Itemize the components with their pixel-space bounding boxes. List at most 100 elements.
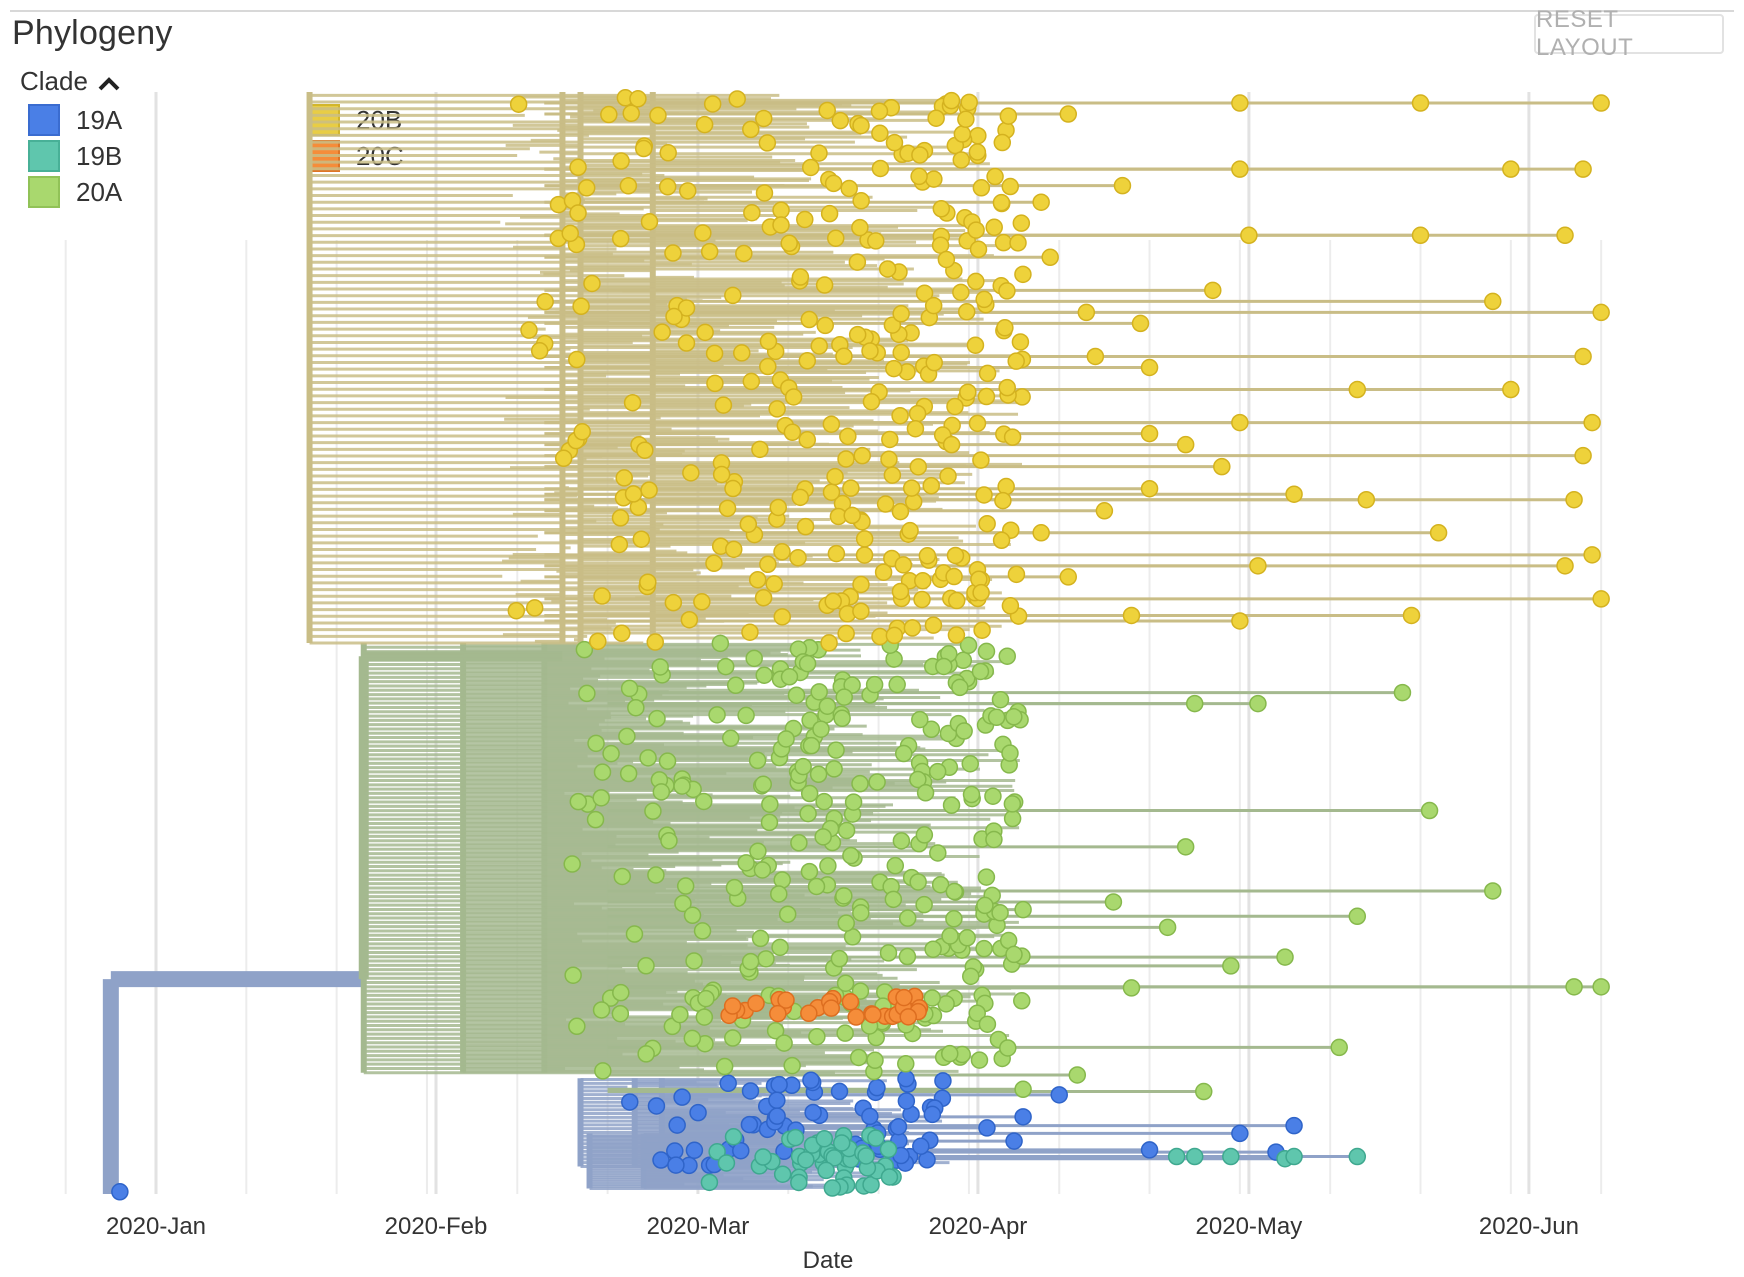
tip-19b <box>1348 1147 1367 1166</box>
legend-header[interactable]: Clade <box>20 66 120 97</box>
tip-20b <box>977 387 996 406</box>
tip-20a <box>971 662 990 681</box>
tip-20b <box>1402 606 1421 625</box>
tip-20b <box>712 465 731 484</box>
tip-19a <box>111 1183 129 1201</box>
tip-20a <box>1003 795 1022 813</box>
tip-20b <box>1411 94 1430 112</box>
tip-20b <box>768 400 786 418</box>
tip-20b <box>706 374 724 393</box>
tip-19a <box>732 1141 750 1160</box>
tip-20a <box>909 873 927 891</box>
tip-20a <box>569 792 588 811</box>
tip-20b <box>636 441 654 459</box>
legend-item-20a[interactable]: 20A <box>28 176 122 208</box>
tip-20b <box>1574 347 1592 366</box>
tip-20a <box>674 894 692 913</box>
tip-20a <box>612 983 630 1002</box>
tip-20a <box>1014 1080 1032 1099</box>
tip-20b <box>852 116 870 135</box>
tip-20b <box>1231 94 1249 112</box>
tip-20a <box>771 938 789 957</box>
tip-20b <box>796 517 815 536</box>
tip-19a <box>621 1093 639 1111</box>
tip-19a <box>668 1116 686 1134</box>
legend-item-19b[interactable]: 19B <box>28 140 122 172</box>
tip-20a <box>715 1057 734 1076</box>
tip-19a <box>889 1117 908 1136</box>
panel-top-divider <box>10 10 1734 12</box>
tip-20a <box>594 1062 612 1080</box>
tip-20a <box>915 826 934 844</box>
tip-20b <box>677 334 696 352</box>
tip-20b <box>885 626 904 645</box>
tip-20b <box>754 588 773 607</box>
tip-19a <box>768 1091 786 1110</box>
tip-20a <box>929 844 947 862</box>
tip-20a <box>1565 978 1583 996</box>
tip-20b <box>810 144 828 162</box>
tip-20b <box>1041 248 1059 267</box>
tip-19a <box>978 1119 996 1137</box>
tip-20b <box>820 204 839 223</box>
tip-20b <box>646 633 664 651</box>
tip-20a <box>1122 979 1141 997</box>
tip-20a <box>683 1029 702 1048</box>
chevron-up-icon <box>98 76 120 90</box>
tip-20a <box>962 967 980 986</box>
tip-20b <box>1357 490 1376 509</box>
tip-20b <box>1140 358 1159 377</box>
tip-20b <box>791 488 810 507</box>
tip-20b <box>1059 568 1078 586</box>
tip-20b <box>741 623 759 641</box>
tip-20b <box>957 303 976 321</box>
tip-20b <box>862 392 881 411</box>
tip-19b <box>817 1161 835 1180</box>
tip-19a <box>1050 1086 1068 1104</box>
tip-19a <box>861 1107 879 1126</box>
tip-20b <box>611 509 630 527</box>
tip-20b <box>924 296 943 315</box>
tip-20a <box>923 989 941 1007</box>
tip-19b <box>867 1129 885 1147</box>
tip-19a <box>685 1141 704 1160</box>
tip-20a <box>954 651 973 670</box>
tip-20b <box>784 388 803 406</box>
tip-20b <box>728 90 746 108</box>
tip-20b <box>739 515 758 533</box>
tip-20b <box>902 479 921 497</box>
tip-19a <box>897 1069 915 1088</box>
tip-20b <box>623 393 642 412</box>
tip-20a <box>843 676 861 694</box>
tip-20b <box>619 177 638 195</box>
tip-20b <box>960 93 978 112</box>
tip-20a <box>852 904 870 922</box>
tip-20a <box>671 1005 689 1024</box>
tip-20b <box>1012 214 1031 232</box>
tip-20a <box>812 720 830 738</box>
tip-20b <box>839 427 857 446</box>
tip-20a <box>1005 708 1023 726</box>
tip-20b <box>725 540 743 559</box>
tip-20b <box>589 632 607 651</box>
tip-20a <box>695 792 713 811</box>
tip-20a <box>835 887 853 905</box>
tip-20b <box>561 224 580 243</box>
tip-20a <box>815 792 833 811</box>
tip-20a <box>818 697 837 715</box>
tip-19b <box>1167 1147 1186 1166</box>
tip-19b <box>879 1140 898 1159</box>
tip-20b <box>554 449 573 468</box>
tip-20b <box>861 342 879 360</box>
tip-20a <box>647 866 665 884</box>
tip-20b <box>615 469 633 487</box>
tip-20b <box>827 229 845 247</box>
tip-20a <box>865 675 884 694</box>
tip-20b <box>997 477 1015 496</box>
tip-20a <box>770 885 788 903</box>
legend-item-19a[interactable]: 19A <box>28 104 122 136</box>
tip-20a <box>835 688 853 706</box>
tip-20b <box>1565 490 1583 509</box>
tip-20b <box>1113 176 1132 195</box>
